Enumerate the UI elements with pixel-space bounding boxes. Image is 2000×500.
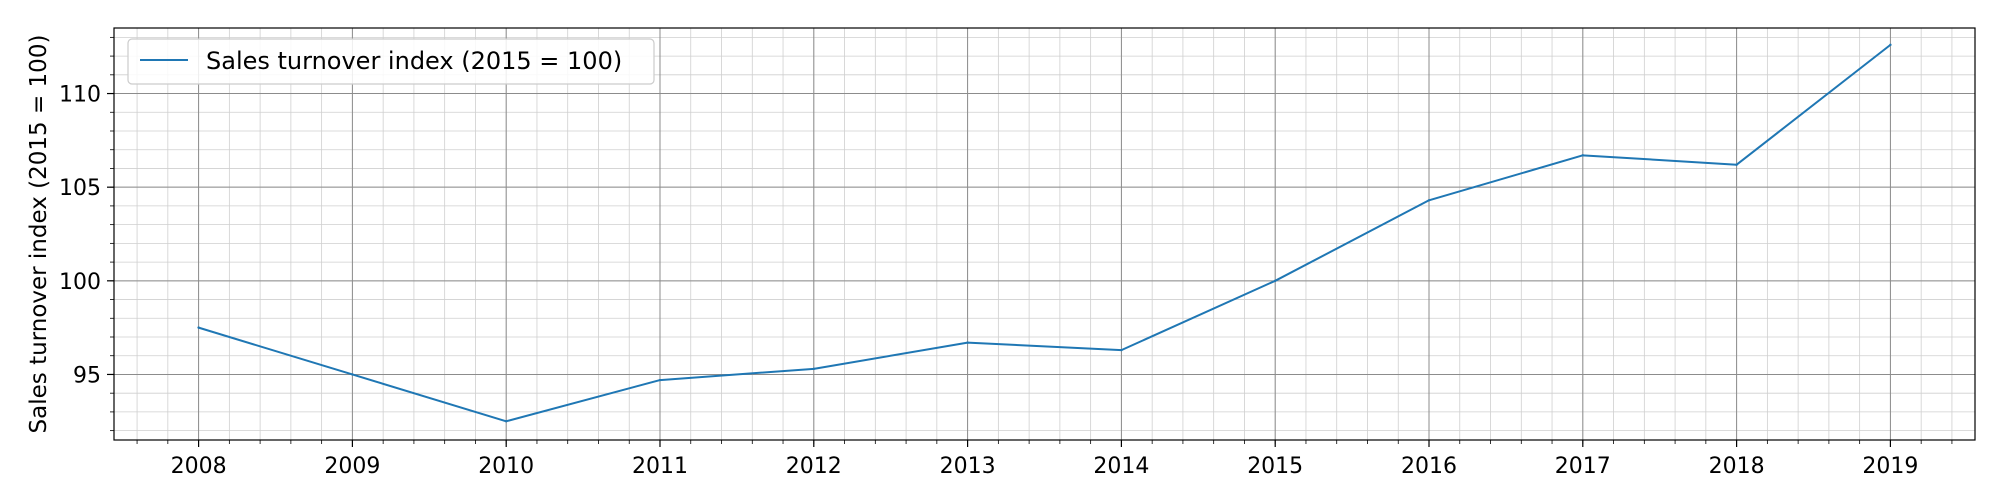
data-point xyxy=(1581,154,1585,157)
x-tick-label: 2018 xyxy=(1709,454,1765,479)
y-tick-label: 110 xyxy=(59,83,101,108)
legend-box xyxy=(127,38,655,85)
data-point xyxy=(1120,348,1123,352)
y-axis-title: Sales turnover index (2015 = 100) xyxy=(26,35,52,434)
data-point xyxy=(1735,163,1738,166)
x-tick-label: 2017 xyxy=(1555,454,1611,479)
x-tick-label: 2014 xyxy=(1093,454,1149,479)
series-line xyxy=(198,44,1892,423)
x-tick-label: 2015 xyxy=(1247,454,1303,479)
data-point xyxy=(504,420,508,423)
x-tick-label: 2019 xyxy=(1862,454,1918,479)
data-point xyxy=(1427,199,1431,202)
x-axis: 2008 2009 2010 2011 2012 2013 2014 2015 2016 2017… xyxy=(136,440,1953,479)
x-tick-label: 2016 xyxy=(1401,454,1457,479)
series-layer xyxy=(197,43,1892,423)
x-tick-label: 2013 xyxy=(940,454,996,479)
minor-gridlines xyxy=(114,28,1975,440)
major-gridlines xyxy=(114,28,1975,440)
y-axis: 95 100 105 110 xyxy=(59,36,114,432)
legend-entry: Sales turnover index (2015 = 100) xyxy=(206,47,622,75)
data-point xyxy=(812,367,815,371)
x-tick-label: 2012 xyxy=(786,454,842,479)
y-tick-label: 95 xyxy=(73,363,101,388)
x-tick-label: 2009 xyxy=(324,454,380,479)
data-point xyxy=(351,373,354,376)
data-point xyxy=(197,326,200,329)
x-tick-label: 2008 xyxy=(171,454,227,479)
x-tick-label: 2010 xyxy=(478,454,534,479)
y-tick-label: 100 xyxy=(59,270,101,295)
data-point xyxy=(966,341,969,344)
x-tick-label: 2011 xyxy=(632,454,688,479)
data-point xyxy=(658,378,662,382)
legend: Sales turnover index (2015 = 100) xyxy=(127,38,655,85)
data-point xyxy=(1889,43,1892,47)
y-tick-label: 105 xyxy=(59,176,101,201)
plot-frame xyxy=(113,27,1976,441)
data-point xyxy=(1274,279,1277,283)
